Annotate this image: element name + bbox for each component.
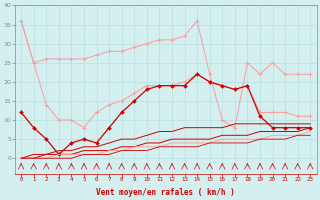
X-axis label: Vent moyen/en rafales ( km/h ): Vent moyen/en rafales ( km/h ) bbox=[96, 188, 235, 197]
